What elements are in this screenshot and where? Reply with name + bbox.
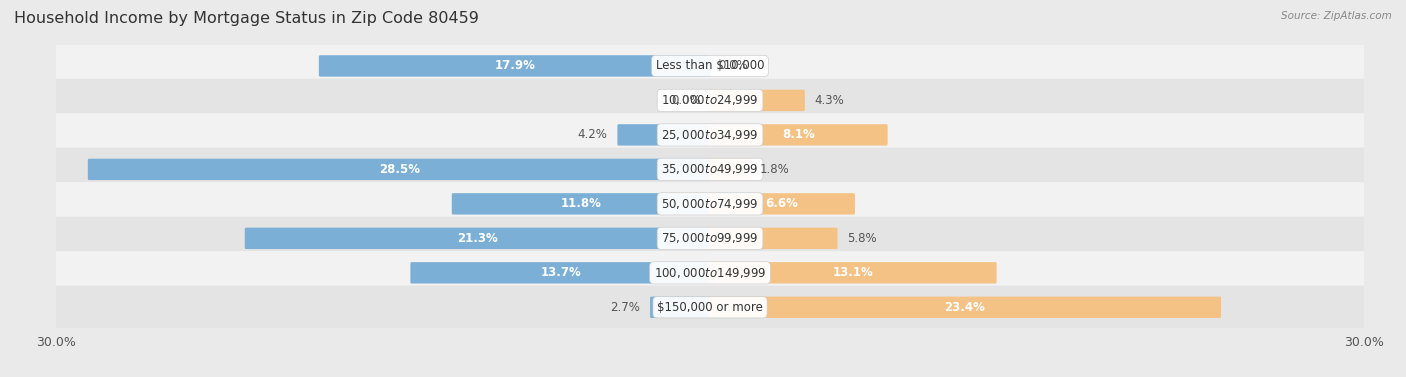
Text: 6.6%: 6.6% — [765, 197, 799, 210]
FancyBboxPatch shape — [319, 55, 711, 77]
FancyBboxPatch shape — [650, 297, 711, 318]
FancyBboxPatch shape — [709, 90, 804, 111]
FancyBboxPatch shape — [53, 217, 1367, 260]
Text: 1.8%: 1.8% — [761, 163, 790, 176]
Text: Less than $10,000: Less than $10,000 — [655, 60, 765, 72]
Text: 2.7%: 2.7% — [610, 301, 640, 314]
FancyBboxPatch shape — [709, 228, 838, 249]
Text: $50,000 to $74,999: $50,000 to $74,999 — [661, 197, 759, 211]
Text: Source: ZipAtlas.com: Source: ZipAtlas.com — [1281, 11, 1392, 21]
FancyBboxPatch shape — [53, 44, 1367, 88]
FancyBboxPatch shape — [709, 297, 1220, 318]
Text: 4.3%: 4.3% — [814, 94, 845, 107]
Text: $75,000 to $99,999: $75,000 to $99,999 — [661, 231, 759, 245]
Text: 4.2%: 4.2% — [578, 129, 607, 141]
Text: 5.8%: 5.8% — [848, 232, 877, 245]
FancyBboxPatch shape — [617, 124, 711, 146]
Text: 28.5%: 28.5% — [380, 163, 420, 176]
Text: 23.4%: 23.4% — [945, 301, 986, 314]
Text: 13.7%: 13.7% — [540, 266, 581, 279]
FancyBboxPatch shape — [87, 159, 711, 180]
Text: 0.0%: 0.0% — [718, 60, 748, 72]
FancyBboxPatch shape — [53, 182, 1367, 225]
FancyBboxPatch shape — [53, 79, 1367, 122]
Text: 8.1%: 8.1% — [782, 129, 814, 141]
FancyBboxPatch shape — [451, 193, 711, 215]
FancyBboxPatch shape — [709, 124, 887, 146]
FancyBboxPatch shape — [411, 262, 711, 284]
Text: $35,000 to $49,999: $35,000 to $49,999 — [661, 162, 759, 176]
FancyBboxPatch shape — [53, 251, 1367, 294]
Text: 17.9%: 17.9% — [495, 60, 536, 72]
FancyBboxPatch shape — [53, 113, 1367, 156]
FancyBboxPatch shape — [53, 286, 1367, 329]
FancyBboxPatch shape — [709, 193, 855, 215]
Text: $25,000 to $34,999: $25,000 to $34,999 — [661, 128, 759, 142]
Text: $10,000 to $24,999: $10,000 to $24,999 — [661, 93, 759, 107]
FancyBboxPatch shape — [245, 228, 711, 249]
FancyBboxPatch shape — [53, 148, 1367, 191]
Text: 13.1%: 13.1% — [832, 266, 873, 279]
Text: 11.8%: 11.8% — [561, 197, 602, 210]
Text: 21.3%: 21.3% — [457, 232, 498, 245]
FancyBboxPatch shape — [709, 262, 997, 284]
FancyBboxPatch shape — [709, 159, 751, 180]
Text: Household Income by Mortgage Status in Zip Code 80459: Household Income by Mortgage Status in Z… — [14, 11, 479, 26]
Text: $150,000 or more: $150,000 or more — [657, 301, 763, 314]
Text: $100,000 to $149,999: $100,000 to $149,999 — [654, 266, 766, 280]
Text: 0.0%: 0.0% — [672, 94, 702, 107]
